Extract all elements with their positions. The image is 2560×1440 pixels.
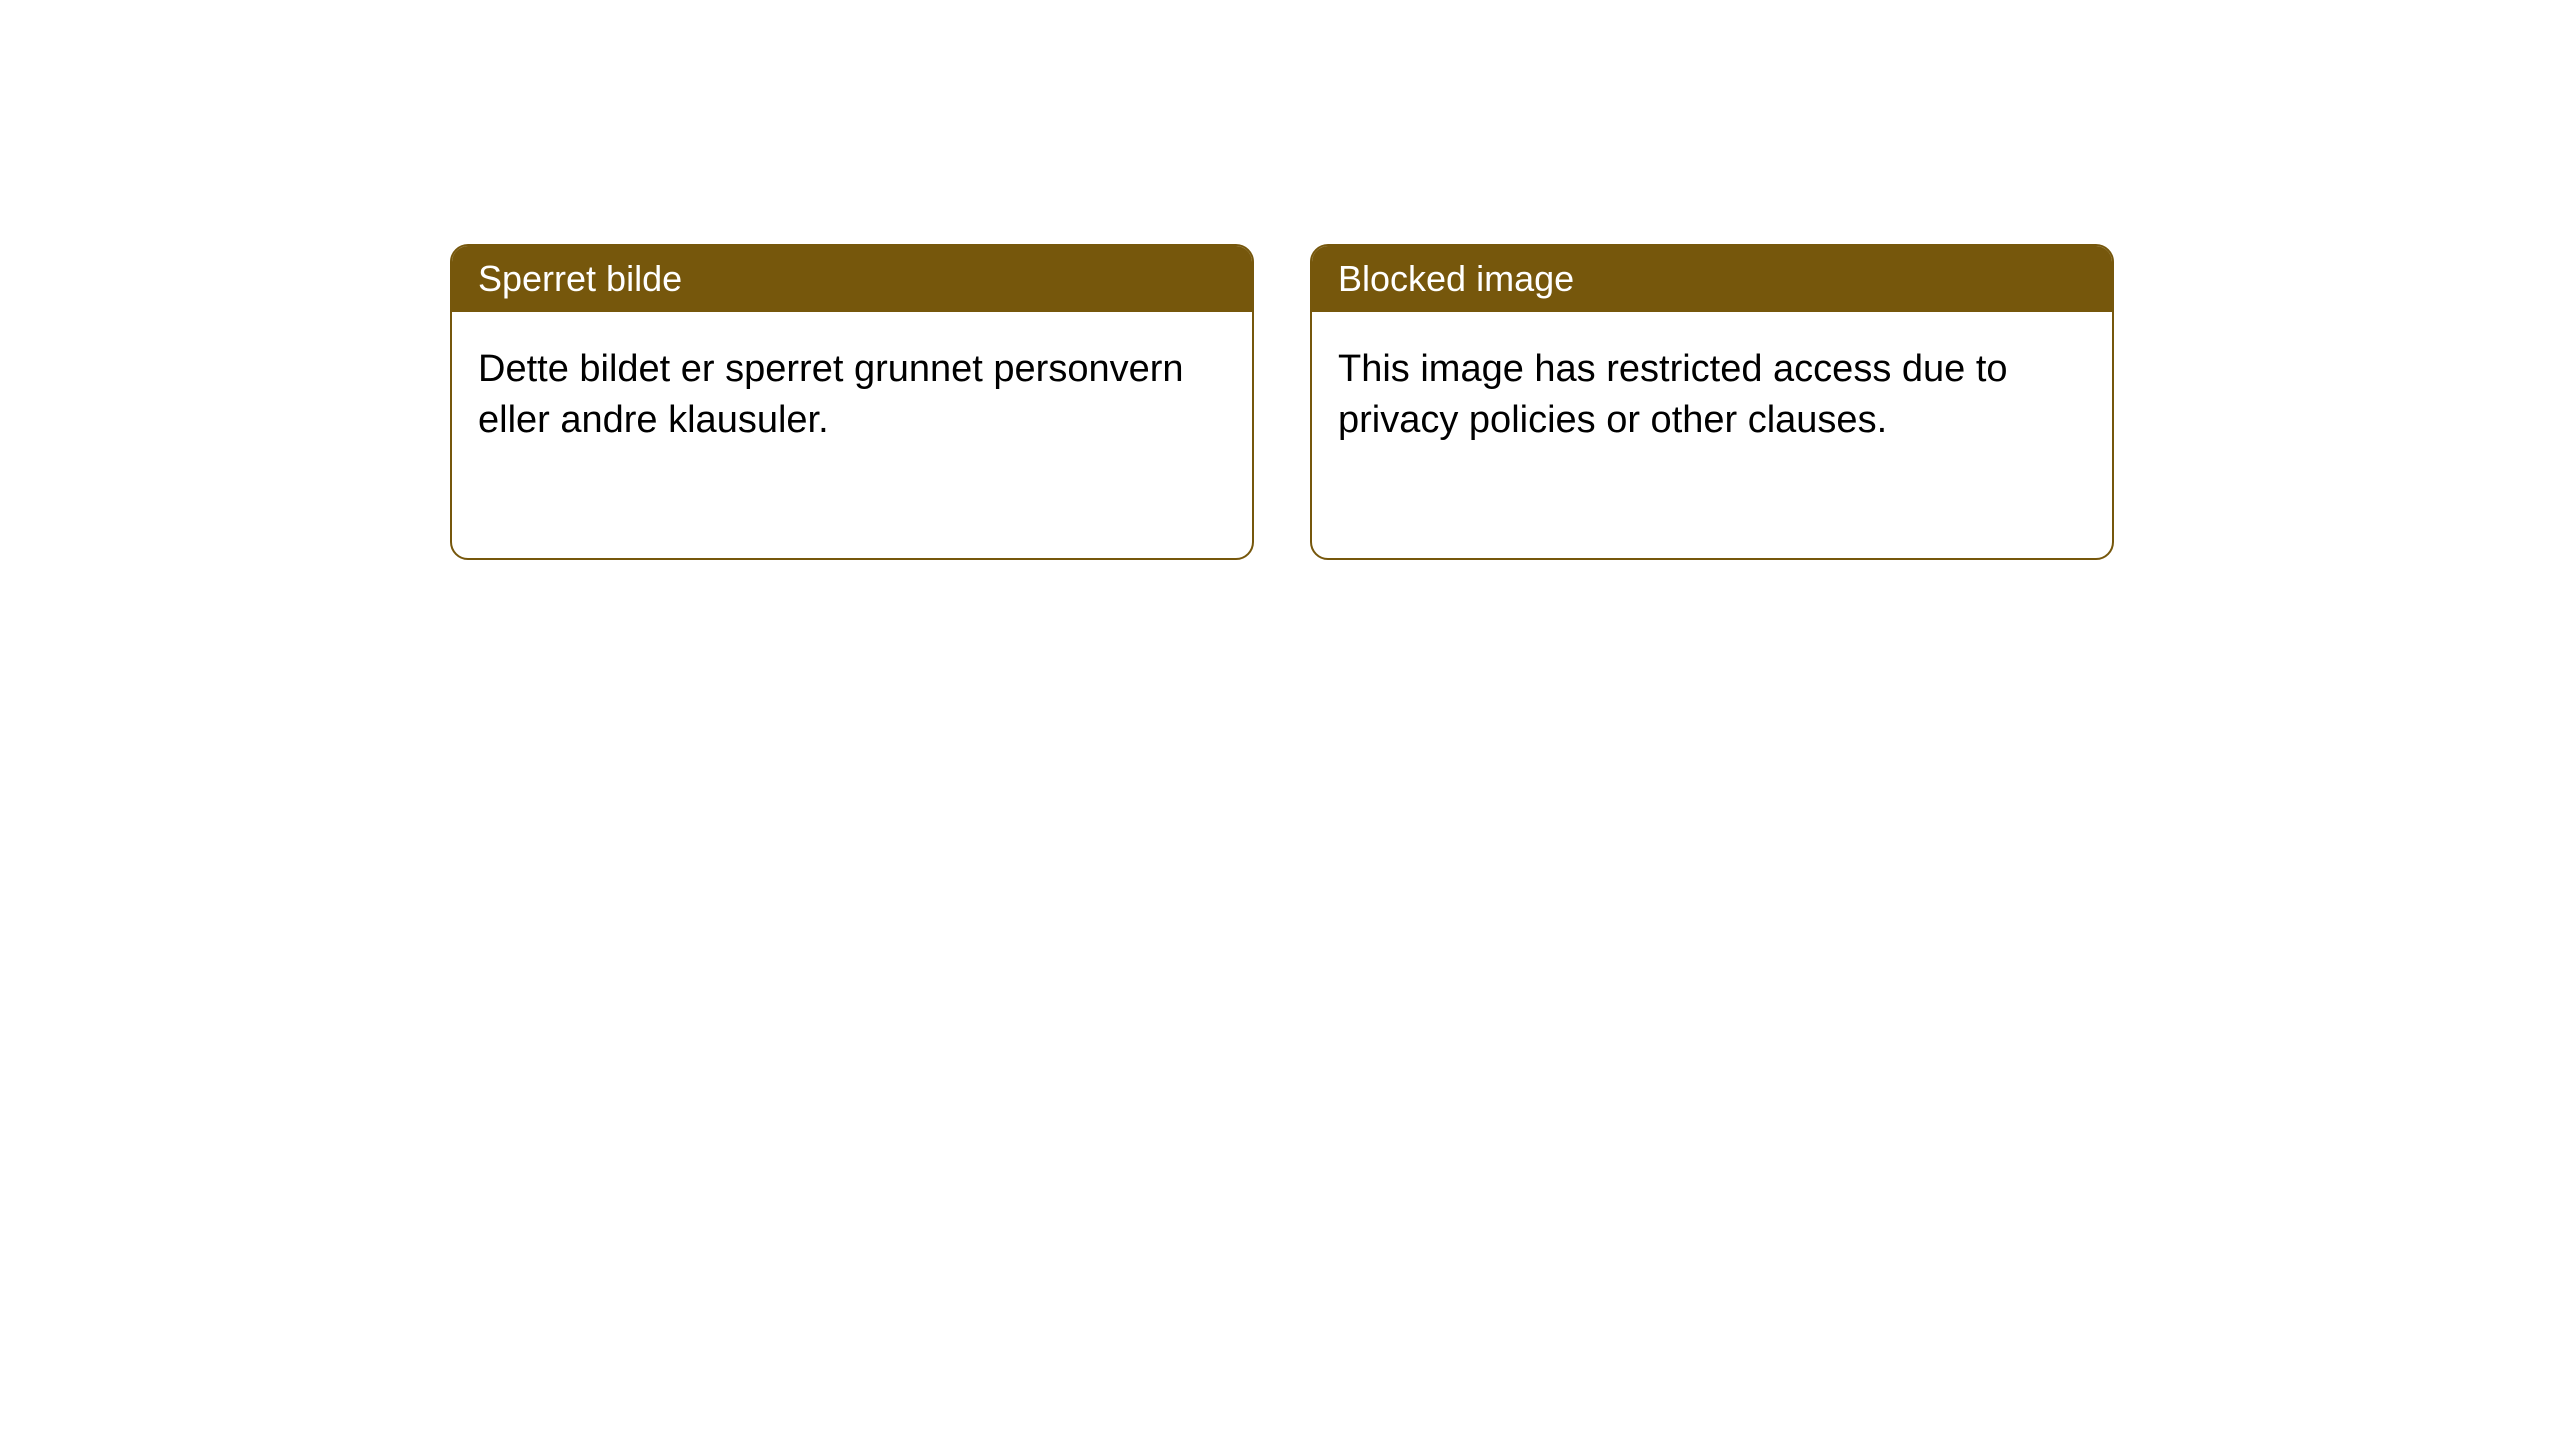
notice-text-no: Dette bildet er sperret grunnet personve… <box>478 344 1226 447</box>
notice-box-en: Blocked image This image has restricted … <box>1310 244 2114 560</box>
notice-box-no: Sperret bilde Dette bildet er sperret gr… <box>450 244 1254 560</box>
notice-text-en: This image has restricted access due to … <box>1338 344 2086 447</box>
notice-header-en: Blocked image <box>1312 246 2112 312</box>
notice-header-no: Sperret bilde <box>452 246 1252 312</box>
notice-body-en: This image has restricted access due to … <box>1312 312 2112 558</box>
notice-body-no: Dette bildet er sperret grunnet personve… <box>452 312 1252 558</box>
notice-container: Sperret bilde Dette bildet er sperret gr… <box>450 244 2114 560</box>
